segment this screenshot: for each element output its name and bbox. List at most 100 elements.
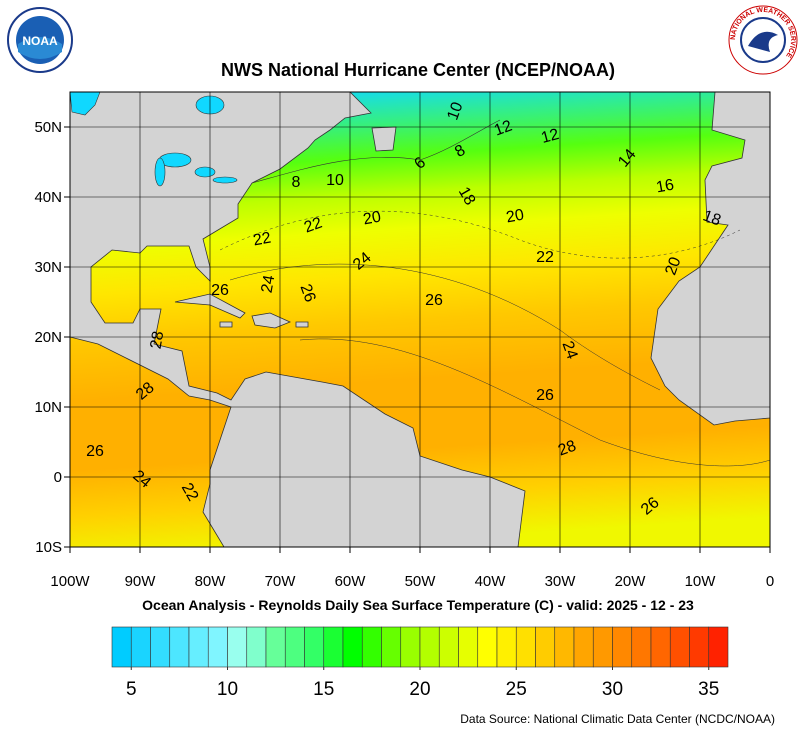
colorbar-tick-label: 10 xyxy=(217,679,238,700)
colorbar-box xyxy=(573,626,594,668)
contour-label: 26 xyxy=(425,292,443,309)
y-tick-label: 50N xyxy=(34,119,62,136)
contour-label: 18 xyxy=(701,207,724,229)
y-tick-label: 40N xyxy=(34,189,62,206)
colorbar-tick-label: 20 xyxy=(409,679,430,700)
contour-label: 26 xyxy=(536,387,554,404)
colorbar-box xyxy=(361,626,382,668)
noaa-logo: NOAA xyxy=(7,7,73,73)
land-puerto-rico xyxy=(295,321,309,328)
colorbar-box xyxy=(419,626,440,668)
colorbar-box xyxy=(188,626,209,668)
lake xyxy=(212,176,238,184)
colorbar-tick-label: 25 xyxy=(506,679,527,700)
map-subtitle: Ocean Analysis - Reynolds Daily Sea Surf… xyxy=(142,597,694,613)
colorbar-box xyxy=(458,626,479,668)
colorbar-box xyxy=(592,626,613,668)
contour-label: 22 xyxy=(536,249,554,266)
x-tick-label: 30W xyxy=(545,573,577,590)
hudson-bay xyxy=(70,92,101,116)
x-tick-label: 0 xyxy=(766,573,774,590)
x-tick-label: 60W xyxy=(335,573,367,590)
y-tick-label: 20N xyxy=(34,329,62,346)
contour-label: 26 xyxy=(211,282,229,299)
contour-line xyxy=(229,263,661,391)
land-hispaniola xyxy=(251,312,292,329)
contour-label: 18 xyxy=(455,184,479,208)
contour-label: 22 xyxy=(302,214,325,236)
contour-label: 20 xyxy=(505,207,526,227)
colorbar-box xyxy=(111,626,132,668)
colorbar-box xyxy=(284,626,305,668)
contour-label: 24 xyxy=(259,274,279,295)
nws-logo: NATIONAL WEATHER SERVICE xyxy=(728,5,798,75)
colorbar-tick-label: 15 xyxy=(313,679,334,700)
contour-label: 8 xyxy=(292,174,301,191)
x-tick-label: 10W xyxy=(685,573,717,590)
x-tick-label: 100W xyxy=(50,573,90,590)
contour-label: 20 xyxy=(362,209,383,229)
x-tick-label: 80W xyxy=(195,573,227,590)
colorbar-box xyxy=(150,626,171,668)
colorbar-box xyxy=(246,626,267,668)
contour-label: 28 xyxy=(556,437,579,459)
colorbar-box xyxy=(515,626,536,668)
noaa-logo-text: NOAA xyxy=(22,34,58,48)
contour-label: 10 xyxy=(444,100,466,123)
colorbar-tick-label: 35 xyxy=(698,679,719,700)
colorbar-box xyxy=(227,626,248,668)
contour-label: 26 xyxy=(296,282,318,305)
colorbar-box xyxy=(265,626,286,668)
x-tick-label: 20W xyxy=(615,573,647,590)
land-cuba xyxy=(174,293,246,319)
y-tick-label: 30N xyxy=(34,259,62,276)
colorbar-box xyxy=(650,626,671,668)
x-tick-label: 70W xyxy=(265,573,297,590)
colorbar-box xyxy=(496,626,517,668)
contour-label: 12 xyxy=(492,117,515,139)
contour-line xyxy=(299,338,770,467)
colorbar-box xyxy=(304,626,325,668)
y-tick-label: 10S xyxy=(35,539,62,556)
colorbar-tick-label: 30 xyxy=(602,679,623,700)
colorbar-box xyxy=(535,626,556,668)
colorbar-box xyxy=(342,626,363,668)
colorbar-box xyxy=(438,626,459,668)
lake xyxy=(154,157,166,187)
gulf-stream-cold-wall xyxy=(251,119,501,184)
map-frame xyxy=(69,91,771,548)
contour-label: 10 xyxy=(326,172,344,189)
colorbar-box xyxy=(130,626,151,668)
colorbar-box xyxy=(477,626,498,668)
colorbar-box xyxy=(612,626,633,668)
lake xyxy=(194,166,216,178)
colorbar-box xyxy=(323,626,344,668)
data-source: Data Source: National Climatic Data Cent… xyxy=(460,712,775,726)
colorbar-box xyxy=(169,626,190,668)
x-tick-label: 90W xyxy=(125,573,157,590)
contour-label: 28 xyxy=(148,330,168,351)
colorbar: 5 10 15 20 25 30 35 xyxy=(111,626,729,700)
land-newfoundland xyxy=(371,126,397,152)
contour-label: 16 xyxy=(655,177,676,197)
x-tick-label: 40W xyxy=(475,573,507,590)
colorbar-box xyxy=(381,626,402,668)
land-jamaica xyxy=(219,321,233,328)
contour-label: 24 xyxy=(558,339,580,362)
colorbar-box xyxy=(554,626,575,668)
y-tick-label: 10N xyxy=(34,399,62,416)
colorbar-box xyxy=(631,626,652,668)
colorbar-box xyxy=(207,626,228,668)
map-title: NWS National Hurricane Center (NCEP/NOAA… xyxy=(221,60,615,80)
colorbar-box xyxy=(708,626,729,668)
grid: 100W 90W 80W 70W 60W 50W 40W 30W 20W 10W 0 10S 0 10N 2… xyxy=(34,92,774,590)
contour-label: 26 xyxy=(86,443,104,460)
contour-label: 20 xyxy=(662,255,684,278)
x-tick-label: 50W xyxy=(405,573,437,590)
contour-label: 22 xyxy=(252,230,273,250)
colorbar-box xyxy=(669,626,690,668)
colorbar-box xyxy=(400,626,421,668)
colorbar-tick-label: 5 xyxy=(126,679,137,700)
